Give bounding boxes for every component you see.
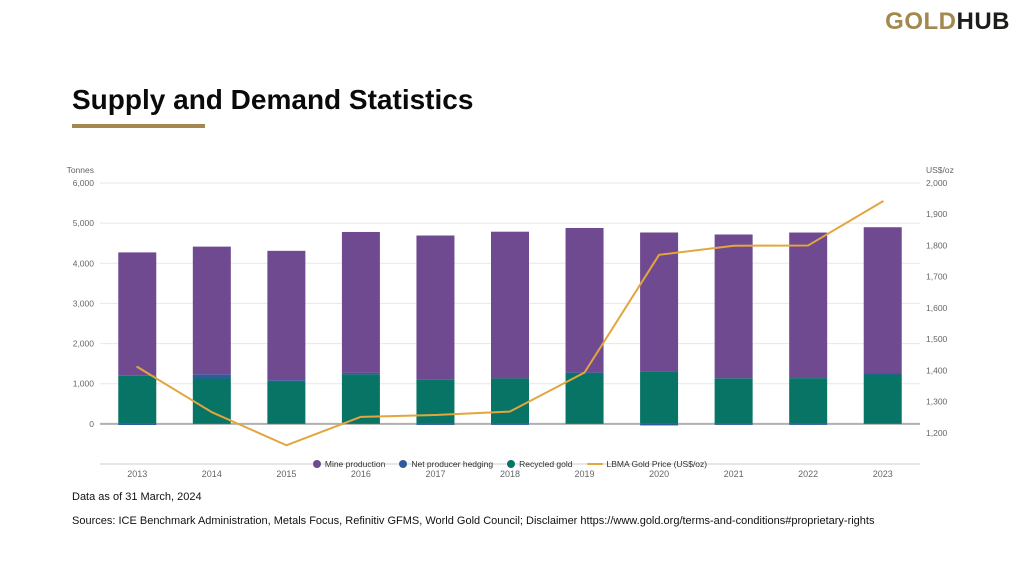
sources-note: Sources: ICE Benchmark Administration, M… [72,515,875,527]
bar-segment-net-producer-hedging[interactable] [491,423,529,425]
bar-segment-recycled-gold[interactable] [416,379,455,424]
left-axis-tick-label: 3,000 [73,298,95,308]
left-axis-title: Tonnes [67,165,94,175]
bar-segment-mine-production[interactable] [341,231,380,373]
bar-segment-mine-production[interactable] [192,246,231,375]
right-axis-tick-label: 1,300 [926,397,948,407]
right-axis-tick-label: 1,400 [926,365,948,375]
bar-segment-net-producer-hedging[interactable] [192,374,231,379]
bar-segment-recycled-gold[interactable] [565,372,604,424]
bar-segment-net-producer-hedging[interactable] [714,423,753,425]
left-axis-tick-label: 4,000 [73,258,95,268]
x-axis-label: 2021 [724,469,744,479]
right-axis-tick-label: 1,900 [926,209,948,219]
x-axis-label: 2015 [276,469,296,479]
x-axis-label: 2016 [351,469,371,479]
right-axis-tick-label: 1,600 [926,303,948,313]
legend-label: LBMA Gold Price (US$/oz) [606,459,708,469]
bar-segment-net-producer-hedging[interactable] [267,380,306,382]
legend-line-marker-icon [586,463,603,465]
right-axis-tick-label: 2,000 [926,178,948,188]
left-axis-tick-label: 5,000 [73,218,95,228]
legend-label: Recycled gold [519,459,573,469]
page-title: Supply and Demand Statistics [72,84,474,115]
left-axis-tick-label: 2,000 [73,339,95,349]
bar-segment-recycled-gold[interactable] [267,381,306,424]
logo-hub-text: HUB [956,8,1010,35]
bar-segment-recycled-gold[interactable] [789,378,828,424]
data-as-of-note: Data as of 31 March, 2024 [72,491,202,503]
legend-item-mine-production[interactable]: Mine production [312,459,386,469]
bar-segment-net-producer-hedging[interactable] [863,373,902,375]
logo-gold-text: GOLD [885,8,957,35]
left-axis-tick-label: 1,000 [73,379,95,389]
right-axis-tick-label: 1,500 [926,334,948,344]
bar-segment-net-producer-hedging[interactable] [640,423,679,426]
bar-segment-recycled-gold[interactable] [640,371,679,424]
bar-segment-mine-production[interactable] [863,227,902,374]
bar-segment-net-producer-hedging[interactable] [118,423,157,425]
left-axis-tick-label: 6,000 [73,178,95,188]
title-underline [72,124,205,128]
x-axis-label: 2018 [500,469,520,479]
right-axis-title: US$/oz [926,165,954,175]
x-axis-label: 2023 [873,469,893,479]
goldhub-logo: GOLDHUB [885,8,1010,36]
bar-segment-recycled-gold[interactable] [714,378,753,424]
left-axis-tick-label: 0 [89,419,94,429]
right-axis-tick-label: 1,800 [926,240,948,250]
legend-dot-icon [507,460,516,468]
bar-segment-net-producer-hedging[interactable] [416,423,455,425]
bar-segment-mine-production[interactable] [714,234,753,379]
bar-segment-mine-production[interactable] [491,231,529,379]
bar-segment-mine-production[interactable] [565,228,604,373]
legend-label: Net producer hedging [411,459,494,469]
x-axis-label: 2020 [649,469,669,479]
legend-dot-icon [312,460,321,468]
right-axis-tick-label: 1,700 [926,272,948,282]
bar-segment-mine-production[interactable] [789,232,828,379]
bar-segment-net-producer-hedging[interactable] [789,423,828,425]
gold-price-line[interactable] [136,200,884,447]
legend-item-lbma-gold-price-us-oz-[interactable]: LBMA Gold Price (US$/oz) [586,459,708,469]
x-axis-label: 2013 [127,469,147,479]
bar-segment-mine-production[interactable] [118,252,157,376]
x-axis-label: 2017 [425,469,445,479]
legend-item-net-producer-hedging[interactable]: Net producer hedging [399,459,493,469]
bar-segment-recycled-gold[interactable] [491,378,529,424]
bar-segment-mine-production[interactable] [416,235,455,380]
x-axis-label: 2022 [798,469,818,479]
bar-segment-net-producer-hedging[interactable] [341,372,380,375]
x-axis-label: 2014 [202,469,222,479]
bar-segment-recycled-gold[interactable] [192,378,231,424]
chart-legend: Mine production Net producer hedging Recyc… [100,459,920,469]
x-axis-label: 2019 [575,469,595,479]
legend-item-recycled-gold[interactable]: Recycled gold [507,459,573,469]
legend-label: Mine production [324,459,386,469]
right-axis-tick-label: 1,200 [926,428,948,438]
bar-segment-mine-production[interactable] [267,250,306,381]
bar-segment-recycled-gold[interactable] [118,375,157,424]
bar-segment-recycled-gold[interactable] [863,374,902,424]
legend-dot-icon [399,460,408,468]
